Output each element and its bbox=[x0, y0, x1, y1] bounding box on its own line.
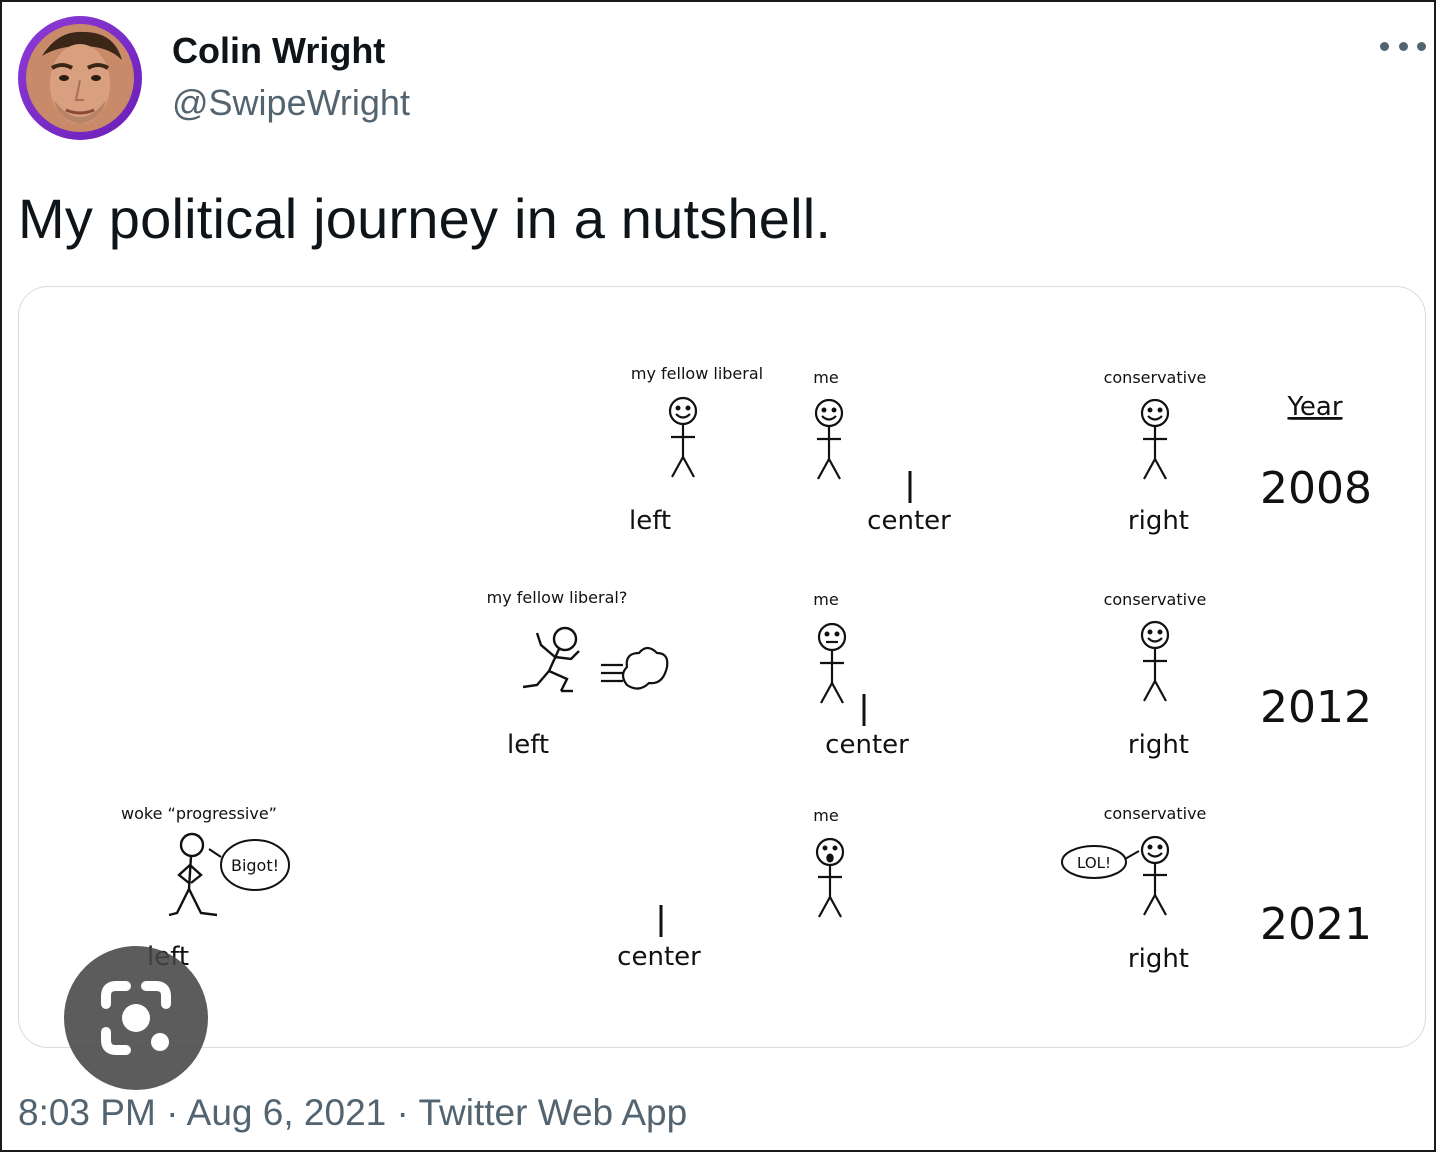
more-dot bbox=[1380, 41, 1389, 51]
label-left: left bbox=[507, 730, 549, 760]
row-2021: left center right 2021 woke “progressive… bbox=[121, 804, 1372, 974]
meta-separator: · bbox=[166, 1092, 179, 1133]
label-left: left bbox=[629, 506, 671, 536]
conservative-caption: conservative bbox=[1104, 804, 1207, 823]
more-dot bbox=[1417, 41, 1426, 51]
stick-figure-me bbox=[814, 398, 844, 480]
year-label: 2012 bbox=[1260, 682, 1372, 733]
conservative-caption: conservative bbox=[1104, 368, 1207, 387]
tweet-source[interactable]: Twitter Web App bbox=[418, 1092, 688, 1133]
label-center: center bbox=[867, 506, 951, 536]
me-caption: me bbox=[813, 590, 838, 609]
year-label: 2008 bbox=[1260, 463, 1372, 514]
more-dot bbox=[1398, 41, 1408, 51]
fellow-caption: my fellow liberal? bbox=[487, 588, 628, 607]
tweet-date[interactable]: Aug 6, 2021 bbox=[186, 1092, 387, 1133]
year-label: 2021 bbox=[1260, 899, 1372, 950]
display-name[interactable]: Colin Wright bbox=[172, 30, 386, 71]
stick-figure-conservative bbox=[1140, 398, 1170, 480]
me-caption: me bbox=[813, 806, 838, 825]
stick-figure-conservative bbox=[1140, 835, 1170, 916]
me-caption: me bbox=[813, 368, 838, 387]
stick-figure-running bbox=[522, 626, 580, 693]
comic-image: Year left center right 2008 my fellow li… bbox=[121, 364, 1372, 974]
handle[interactable]: @SwipeWright bbox=[172, 82, 410, 123]
speech-bubble-bigot: Bigot! bbox=[208, 839, 290, 891]
avatar[interactable] bbox=[18, 16, 142, 140]
stick-figure-fellow bbox=[668, 396, 698, 478]
conservative-caption: conservative bbox=[1104, 590, 1207, 609]
stick-figure-me bbox=[817, 622, 847, 704]
tweet-time[interactable]: 8:03 PM bbox=[18, 1092, 156, 1133]
meta-separator: · bbox=[396, 1092, 409, 1133]
more-horizontal-icon[interactable] bbox=[1380, 36, 1426, 56]
label-right: right bbox=[1128, 944, 1189, 974]
camera-search-icon[interactable] bbox=[64, 946, 208, 1090]
speech-bubble-lol: LOL! bbox=[1061, 845, 1140, 879]
stick-figure-me bbox=[815, 837, 845, 918]
tweet-meta: 8:03 PM · Aug 6, 2021 · Twitter Web App bbox=[18, 1092, 687, 1134]
year-header: Year bbox=[1286, 392, 1342, 422]
media-card[interactable]: Year left center right 2008 my fellow li… bbox=[18, 286, 1426, 1048]
speech-text: LOL! bbox=[1077, 854, 1111, 872]
speech-text: Bigot! bbox=[231, 856, 279, 875]
row-2008: left center right 2008 my fellow liberal… bbox=[628, 364, 1372, 536]
label-center: center bbox=[617, 942, 701, 972]
row-2012: left center right 2012 my fellow liberal… bbox=[487, 588, 1372, 760]
tweet-text: My political journey in a nutshell. bbox=[18, 187, 832, 250]
stick-figure-woke bbox=[168, 832, 218, 917]
fellow-caption: my fellow liberal bbox=[631, 364, 763, 383]
label-right: right bbox=[1128, 730, 1189, 760]
label-right: right bbox=[1128, 506, 1189, 536]
label-center: center bbox=[825, 730, 909, 760]
fellow-caption: woke “progressive” bbox=[121, 804, 277, 823]
dust-cloud bbox=[601, 646, 669, 690]
stick-figure-conservative bbox=[1140, 620, 1170, 702]
